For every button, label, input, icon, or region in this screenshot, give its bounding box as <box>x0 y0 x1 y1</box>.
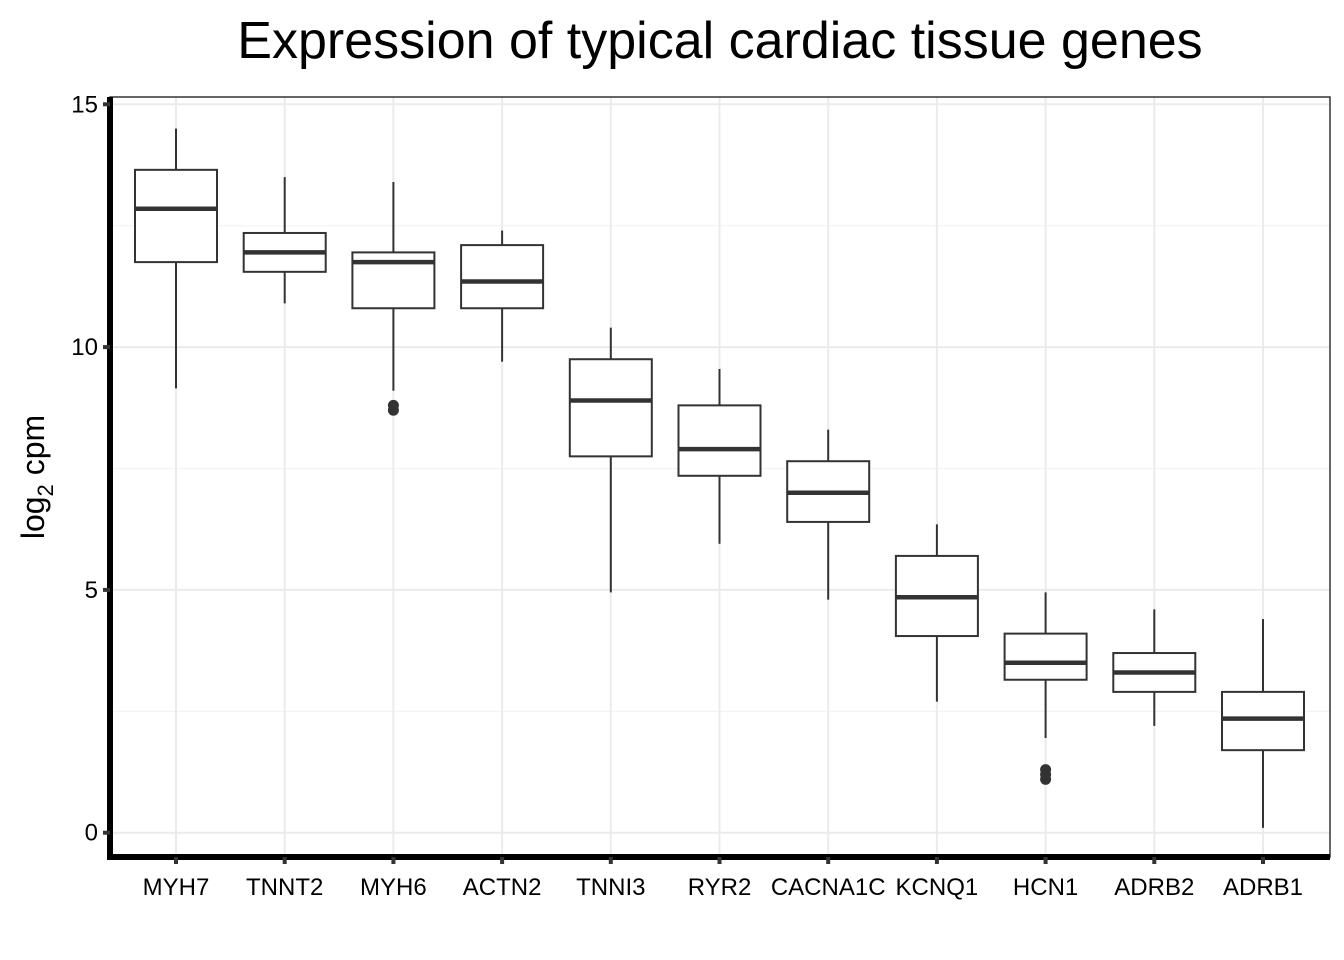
y-tick-label: 0 <box>85 820 98 847</box>
box-TNNT2 <box>242 177 327 304</box>
x-tick-label: HCN1 <box>1013 874 1078 901</box>
chart-title: Expression of typical cardiac tissue gen… <box>237 12 1202 70</box>
box-body <box>1221 690 1305 752</box>
x-tick-label: TNNT2 <box>246 874 323 901</box>
box-CACNA1C <box>786 429 871 600</box>
x-tick-label: KCNQ1 <box>896 874 979 901</box>
box-body <box>460 244 545 310</box>
x-tick-label: ACTN2 <box>463 874 542 901</box>
x-tick-label: CACNA1C <box>771 874 886 901</box>
box-ADRB2 <box>1112 609 1197 726</box>
outlier-point <box>1040 764 1052 776</box>
box-body <box>1003 632 1088 681</box>
y-axis-label: log2 cpm <box>15 415 58 539</box>
box-MYH7 <box>134 128 218 389</box>
y-tick-label: 10 <box>71 334 98 361</box>
box-TNNI3 <box>568 327 653 593</box>
x-tick-label: ADRB2 <box>1114 874 1194 901</box>
box-ACTN2 <box>460 230 545 362</box>
boxes <box>134 128 1305 828</box>
box-RYR2 <box>677 368 762 544</box>
y-ticks: 0 5 10 15 <box>71 91 110 847</box>
outlier-point <box>387 399 399 411</box>
box-body <box>134 168 218 264</box>
x-tick-label: MYH6 <box>360 874 427 901</box>
box-HCN1 <box>1003 592 1088 785</box>
box-body <box>677 404 762 477</box>
x-ticks: MYH7 TNNT2 MYH6 ACTN2 TNNI3 RYR2 CACNA1C KCNQ1 H… <box>143 857 1303 901</box>
x-tick-label: ADRB1 <box>1223 874 1303 901</box>
x-tick-label: TNNI3 <box>576 874 645 901</box>
y-tick-label: 5 <box>85 577 98 604</box>
y-axis-label-suffix: cpm <box>15 415 51 484</box>
box-ADRB1 <box>1221 619 1305 828</box>
box-body <box>568 358 653 458</box>
box-KCNQ1 <box>894 524 979 702</box>
y-tick-label: 15 <box>71 91 98 118</box>
box-MYH6 <box>351 181 436 416</box>
y-axis-label-subscript: 2 <box>33 484 58 496</box>
x-tick-label: MYH7 <box>143 874 210 901</box>
x-tick-label: RYR2 <box>688 874 752 901</box>
